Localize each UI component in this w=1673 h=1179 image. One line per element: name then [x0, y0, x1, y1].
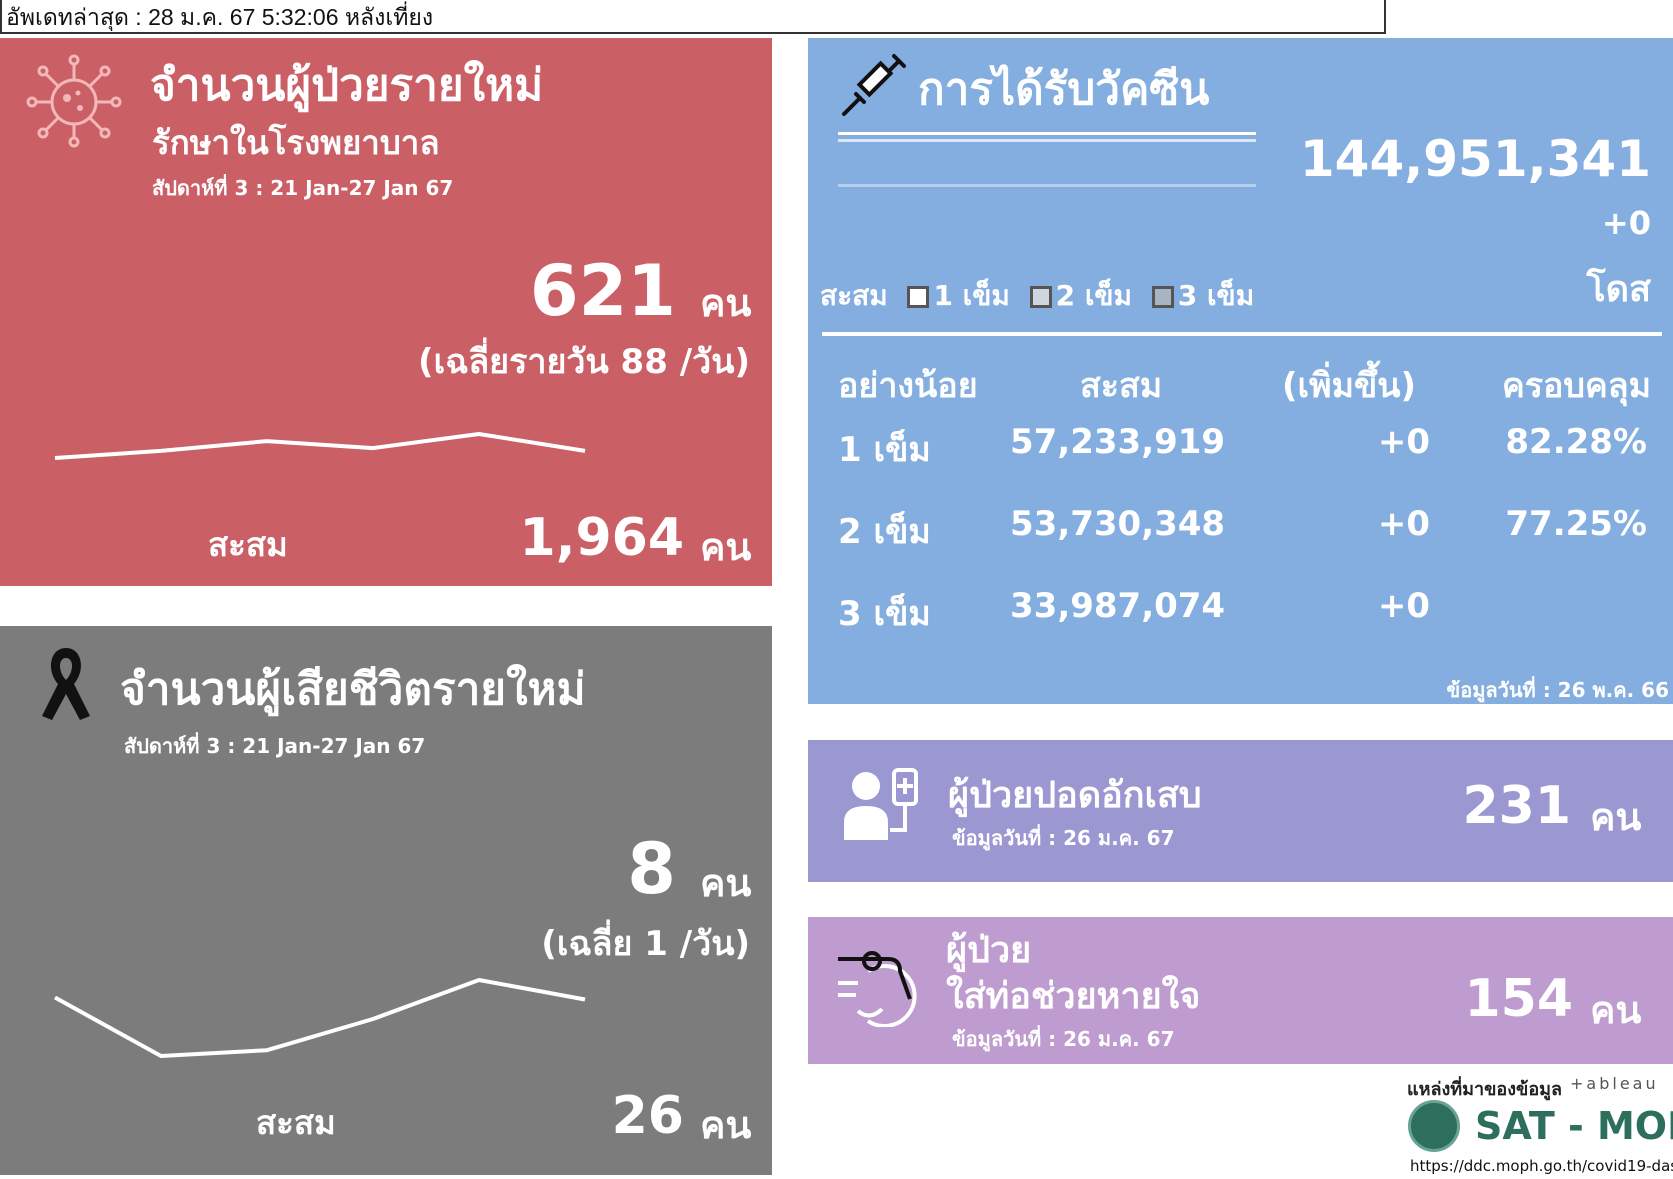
- new-cases-trend: [54, 432, 586, 460]
- legend-box-dose2[interactable]: [1029, 286, 1052, 308]
- ventilator-icon: [838, 951, 917, 1027]
- legend-label-dose2: 2 เข็ม: [1055, 279, 1132, 312]
- legend-label-dose1: 1 เข็ม: [933, 279, 1010, 312]
- deaths-week: สัปดาห์ที่ 3 : 21 Jan-27 Jan 67: [124, 734, 426, 758]
- virus-icon: [26, 54, 122, 148]
- vaccine-row3-dose: 3 เข็ม: [838, 594, 931, 634]
- vaccine-header-coverage: ครอบคลุม: [1502, 366, 1651, 406]
- ventilator-unit: คน: [1590, 988, 1642, 1032]
- last-update-text: อัพเดทล่าสุด : 28 ม.ค. 67 5:32:06 หลังเท…: [6, 4, 434, 30]
- legend-label-dose3: 3 เข็ม: [1177, 279, 1255, 312]
- vaccine-legend-prefix: สะสม: [820, 279, 888, 312]
- deaths-cumulative-label: สะสม: [256, 1103, 336, 1142]
- moph-seal-icon: [1408, 1100, 1460, 1152]
- sat-moph-logo: SAT - MOPH: [1475, 1104, 1673, 1148]
- patient-iv-icon: [844, 768, 918, 840]
- legend-box-dose1[interactable]: [907, 286, 930, 308]
- new-cases-week: สัปดาห์ที่ 3 : 21 Jan-27 Jan 67: [152, 176, 454, 200]
- vaccine-progress-track: [838, 184, 1256, 187]
- source-label: แหล่งที่มาของข้อมูล: [1407, 1079, 1563, 1100]
- ventilator-data-date: ข้อมูลวันที่ : 26 ม.ค. 67: [952, 1027, 1175, 1051]
- new-cases-cumulative-unit: คน: [700, 525, 752, 569]
- vaccine-row1-increase: +0: [1377, 422, 1430, 462]
- deaths-cumulative-value: 26: [611, 1086, 684, 1146]
- deaths-cumulative-unit: คน: [700, 1103, 752, 1147]
- deaths-unit: คน: [700, 861, 752, 905]
- vaccine-header-increase: (เพิ่มขึ้น): [1282, 366, 1417, 406]
- last-update-bar: อัพเดทล่าสุด : 28 ม.ค. 67 5:32:06 หลังเท…: [0, 0, 1386, 34]
- new-cases-panel: จำนวนผู้ป่วยรายใหม่ รักษาในโรงพยาบาล สัป…: [0, 38, 772, 586]
- deaths-panel: จำนวนผู้เสียชีวิตรายใหม่ สัปดาห์ที่ 3 : …: [0, 626, 772, 1175]
- vaccine-row1-coverage: 82.28%: [1505, 422, 1647, 462]
- vaccine-table-divider: [822, 332, 1662, 336]
- vaccine-title: การได้รับวัคซีน: [918, 64, 1210, 115]
- vaccine-increase: +0: [1601, 204, 1651, 242]
- vaccine-row3-increase: +0: [1377, 586, 1430, 626]
- pneumonia-title: ผู้ป่วยปอดอักเสบ: [948, 775, 1202, 816]
- pneumonia-data-date: ข้อมูลวันที่ : 26 ม.ค. 67: [952, 826, 1175, 850]
- new-cases-title: จำนวนผู้ป่วยรายใหม่: [150, 60, 544, 111]
- mourning-ribbon-icon: [42, 648, 90, 720]
- ventilator-title-line1: ผู้ป่วย: [946, 930, 1032, 971]
- pneumonia-unit: คน: [1590, 795, 1642, 839]
- dashboard-url-link[interactable]: https://ddc.moph.go.th/covid19-dashboard: [1410, 1157, 1673, 1175]
- vaccine-row2-increase: +0: [1377, 504, 1430, 544]
- deaths-trend-line: [54, 978, 586, 1058]
- deaths-value: 8: [627, 828, 676, 910]
- new-cases-subtitle: รักษาในโรงพยาบาล: [152, 123, 440, 162]
- deaths-title: จำนวนผู้เสียชีวิตรายใหม่: [120, 664, 586, 715]
- vaccine-title-underline-2: [838, 139, 1256, 142]
- vaccine-legend: สะสม 1 เข็ม 2 เข็ม 3 เข็ม: [820, 274, 1254, 318]
- vaccine-header-cumulative: สะสม: [1080, 366, 1163, 406]
- tableau-logo: +ableau: [1570, 1074, 1659, 1093]
- new-cases-average: (เฉลี่ยรายวัน 88 /วัน): [418, 342, 750, 382]
- new-cases-cumulative-value: 1,964: [519, 508, 684, 568]
- ventilator-title-line2: ใส่ท่อช่วยหายใจ: [946, 976, 1201, 1017]
- vaccine-total: 144,951,341: [1299, 130, 1651, 188]
- vaccine-row1-dose: 1 เข็ม: [838, 430, 931, 470]
- vaccine-row1-cumulative: 57,233,919: [1010, 422, 1226, 462]
- new-cases-value: 621: [529, 250, 676, 332]
- vaccine-row2-cumulative: 53,730,348: [1010, 504, 1226, 544]
- vaccine-header-dose: อย่างน้อย: [838, 366, 978, 406]
- vaccine-title-underline-1: [838, 132, 1256, 135]
- vaccine-row3-cumulative: 33,987,074: [1010, 586, 1226, 626]
- deaths-average: (เฉลี่ย 1 /วัน): [541, 924, 750, 964]
- new-cases-cumulative-label: สะสม: [208, 525, 288, 564]
- pneumonia-value: 231: [1462, 776, 1571, 836]
- vaccine-row2-dose: 2 เข็ม: [838, 512, 931, 552]
- new-cases-trend-line: [54, 432, 586, 460]
- ventilator-panel: ผู้ป่วย ใส่ท่อช่วยหายใจ ข้อมูลวันที่ : 2…: [808, 917, 1673, 1064]
- ventilator-value: 154: [1464, 969, 1573, 1029]
- legend-box-dose3[interactable]: [1151, 286, 1174, 308]
- deaths-trend: [54, 978, 586, 1058]
- vaccine-row2-coverage: 77.25%: [1505, 504, 1647, 544]
- pneumonia-panel: ผู้ป่วยปอดอักเสบ ข้อมูลวันที่ : 26 ม.ค. …: [808, 740, 1673, 882]
- vaccine-panel: การได้รับวัคซีน 144,951,341 +0 โดส สะสม …: [808, 38, 1673, 704]
- syringe-icon: [842, 54, 906, 116]
- vaccine-data-date: ข้อมูลวันที่ : 26 พ.ค. 66: [1446, 678, 1669, 702]
- new-cases-unit: คน: [700, 281, 752, 325]
- vaccine-unit: โดส: [1586, 269, 1651, 310]
